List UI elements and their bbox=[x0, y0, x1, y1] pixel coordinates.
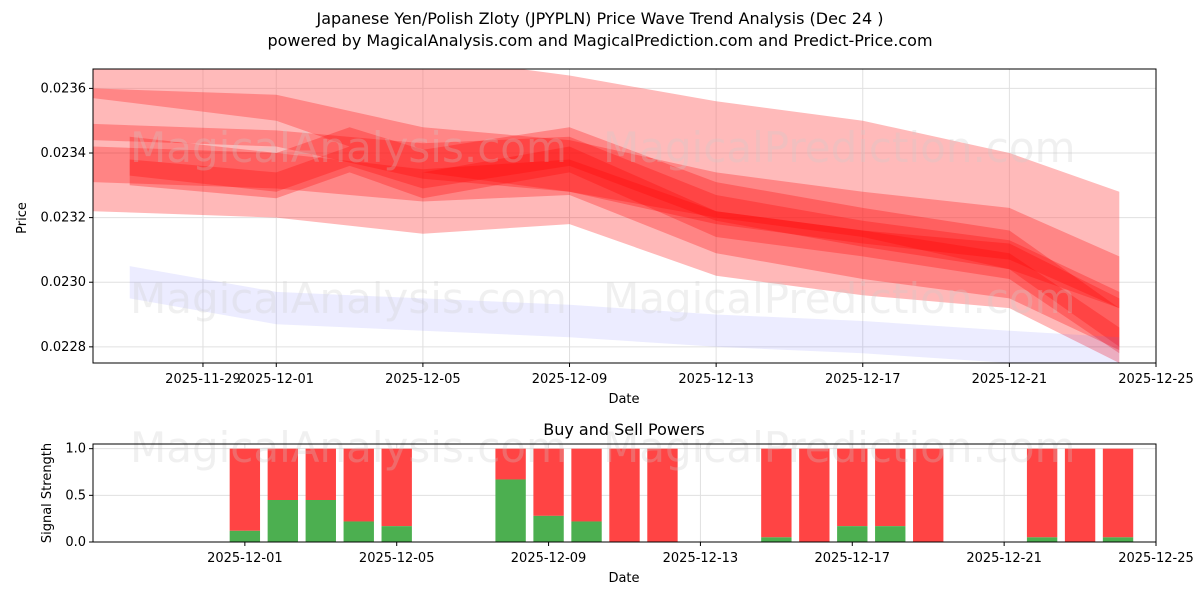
signal-y-tick-label: 1.0 bbox=[65, 442, 86, 457]
watermark-left-top: MagicalAnalysis.com bbox=[130, 123, 567, 172]
sell-bar bbox=[571, 448, 602, 522]
price-x-tick-label: 2025-12-21 bbox=[972, 372, 1048, 387]
buy-bar bbox=[761, 537, 792, 542]
price-plot-area bbox=[93, 69, 1156, 363]
price-x-tick-label: 2025-12-09 bbox=[532, 372, 608, 387]
signal-plot-frame bbox=[92, 443, 1157, 543]
price-y-tick-label: 0.0228 bbox=[41, 340, 87, 355]
price-band-band-2 bbox=[93, 88, 1120, 309]
watermark-right-top: MagicalPrediction.com bbox=[603, 123, 1076, 172]
signal-x-tick-label: 2025-12-01 bbox=[207, 551, 283, 566]
buy-bar bbox=[1102, 537, 1134, 542]
buy-bar bbox=[837, 526, 868, 542]
price-y-tick-label: 0.0230 bbox=[41, 275, 87, 290]
buy-bar bbox=[495, 479, 526, 542]
sell-bar bbox=[343, 448, 374, 522]
price-y-ticks: 0.0228 0.0230 0.0232 0.0234 0.0236 bbox=[41, 81, 93, 355]
price-y-tick-label: 0.0232 bbox=[41, 211, 87, 226]
sell-bar bbox=[875, 448, 906, 527]
price-x-tick-label: 2025-12-13 bbox=[678, 372, 754, 387]
buy-bar bbox=[571, 521, 602, 542]
buy-bar bbox=[229, 530, 261, 542]
sell-bar bbox=[837, 448, 868, 527]
price-y-label: Price bbox=[15, 202, 30, 234]
buy-bar bbox=[381, 526, 412, 542]
signal-x-tick-label: 2025-12-25 bbox=[1118, 551, 1194, 566]
signal-x-label: Date bbox=[608, 571, 639, 586]
signal-bars bbox=[229, 448, 1134, 542]
chart-title-block: Japanese Yen/Polish Zloty (JPYPLN) Price… bbox=[0, 8, 1200, 52]
sell-bar bbox=[533, 448, 564, 516]
price-band-band-5 bbox=[129, 127, 1120, 347]
watermark-right-bottom: MagicalPrediction.com bbox=[603, 423, 1076, 472]
price-x-tick-label: 2025-12-25 bbox=[1118, 372, 1194, 387]
sell-bar bbox=[913, 448, 944, 542]
sell-bar bbox=[761, 448, 792, 538]
buy-bar bbox=[305, 500, 336, 542]
buy-bar bbox=[267, 500, 299, 542]
signal-chart-panel: Buy and Sell Powers MagicalAnalysis.com … bbox=[40, 420, 1194, 586]
signal-x-tick-label: 2025-12-21 bbox=[966, 551, 1042, 566]
signal-chart-title: Buy and Sell Powers bbox=[543, 420, 705, 439]
price-y-tick-label: 0.0236 bbox=[41, 81, 87, 96]
price-x-tick-label: 2025-12-05 bbox=[385, 372, 461, 387]
buy-bar bbox=[533, 515, 564, 542]
price-plot-frame bbox=[92, 68, 1157, 364]
price-x-tick-label: 2025-12-01 bbox=[238, 372, 314, 387]
signal-y-ticks: 0.0 0.5 1.0 bbox=[65, 442, 93, 550]
watermark-right-mid: MagicalPrediction.com bbox=[603, 274, 1076, 323]
signal-y-tick-label: 0.0 bbox=[65, 535, 86, 550]
chart-subtitle: powered by MagicalAnalysis.com and Magic… bbox=[267, 31, 933, 50]
sell-bar bbox=[1064, 448, 1096, 542]
sell-bar bbox=[229, 448, 261, 531]
watermark-left-bottom: MagicalAnalysis.com bbox=[130, 423, 567, 472]
signal-x-ticks: 2025-12-01 2025-12-05 2025-12-09 2025-12-13… bbox=[207, 542, 1194, 566]
sell-bar bbox=[609, 448, 640, 542]
sell-bar bbox=[305, 448, 336, 500]
sell-bar bbox=[381, 448, 412, 527]
price-x-tick-label: 2025-11-29 bbox=[165, 372, 241, 387]
price-band-band-7 bbox=[129, 266, 1120, 363]
price-chart-panel: MagicalAnalysis.com MagicalPrediction.co… bbox=[15, 68, 1194, 407]
signal-y-label: Signal Strength bbox=[40, 443, 55, 543]
buy-bar bbox=[875, 526, 906, 542]
price-x-tick-label: 2025-12-17 bbox=[825, 372, 901, 387]
sell-bar bbox=[495, 448, 526, 480]
signal-y-tick-label: 0.5 bbox=[65, 488, 86, 503]
sell-bar bbox=[647, 448, 678, 542]
price-band-band-6 bbox=[129, 146, 1120, 354]
signal-x-tick-label: 2025-12-13 bbox=[663, 551, 739, 566]
sell-bar bbox=[1026, 448, 1058, 538]
price-bands bbox=[93, 69, 1120, 363]
sell-bar bbox=[1102, 448, 1134, 538]
price-band-band-4 bbox=[93, 146, 1120, 363]
price-band-band-3 bbox=[93, 123, 1120, 351]
price-band-band-1 bbox=[93, 69, 1120, 309]
sell-bar bbox=[267, 448, 299, 500]
price-y-tick-label: 0.0234 bbox=[41, 146, 87, 161]
buy-bar bbox=[1026, 537, 1058, 542]
signal-x-tick-label: 2025-12-05 bbox=[359, 551, 435, 566]
sell-bar bbox=[799, 448, 830, 542]
chart-title: Japanese Yen/Polish Zloty (JPYPLN) Price… bbox=[316, 9, 884, 28]
buy-bar bbox=[343, 521, 374, 542]
signal-x-tick-label: 2025-12-09 bbox=[511, 551, 587, 566]
price-x-label: Date bbox=[608, 392, 639, 407]
watermark-left-mid: MagicalAnalysis.com bbox=[130, 274, 567, 323]
signal-x-tick-label: 2025-12-17 bbox=[815, 551, 891, 566]
